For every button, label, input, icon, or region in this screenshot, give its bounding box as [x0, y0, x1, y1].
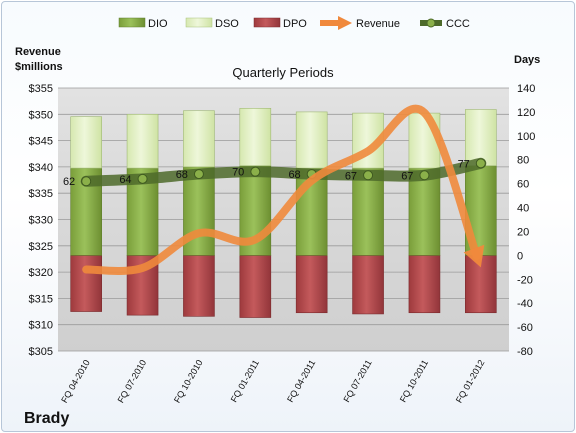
ccc-marker	[475, 158, 486, 169]
bars-layer	[70, 108, 497, 318]
bar-dso	[70, 116, 102, 169]
right-tick-label: 120	[517, 107, 535, 119]
bar-dso	[465, 109, 497, 167]
ccc-data-label: 62	[63, 176, 75, 188]
legend-revenue-arrowhead	[338, 16, 352, 30]
left-axis-label-line2: $millions	[15, 61, 63, 73]
right-tick-label: 20	[517, 226, 529, 238]
chart-title: Quarterly Periods	[232, 65, 334, 80]
left-tick-label: $315	[29, 293, 53, 305]
category-label: FQ 01-2012	[454, 358, 487, 405]
legend-label-dpo: DPO	[283, 18, 307, 30]
category-label: FQ 07-2011	[341, 358, 373, 404]
left-tick-label: $305	[29, 346, 53, 358]
ccc-marker	[363, 170, 374, 181]
legend-swatch-dio	[118, 17, 146, 28]
legend: DIO DSO DPO Revenue CCC	[118, 16, 470, 30]
right-tick-label: 100	[517, 131, 535, 143]
left-tick-label: $320	[29, 267, 53, 279]
right-tick-label: 140	[517, 83, 535, 95]
bar-dio	[408, 167, 441, 256]
bar-dpo	[295, 255, 328, 314]
legend-swatch-dso	[185, 17, 213, 28]
right-tick-label: 0	[517, 250, 523, 262]
legend-label-revenue: Revenue	[356, 18, 400, 30]
ccc-marker	[419, 170, 430, 181]
left-tick-label: $310	[29, 320, 53, 332]
ccc-data-label: 67	[401, 170, 413, 182]
ccc-data-label: 68	[288, 169, 300, 181]
bar-dso	[295, 111, 328, 169]
right-tick-label: -60	[517, 322, 533, 334]
legend-label-dio: DIO	[148, 18, 168, 30]
revenue-line	[82, 104, 481, 275]
bar-dpo	[183, 255, 215, 317]
category-label: FQ 10-2010	[172, 358, 205, 405]
ccc-marker	[193, 169, 204, 180]
ccc-data-label: 68	[176, 169, 188, 181]
bar-dso	[183, 110, 215, 168]
left-tick-label: $335	[29, 188, 53, 200]
left-tick-label: $340	[29, 162, 53, 174]
bar-dso	[126, 114, 159, 169]
bar-dso	[408, 112, 441, 169]
right-tick-label: 40	[517, 203, 529, 215]
ccc-data-label: 77	[458, 158, 470, 170]
bar-dpo	[408, 255, 441, 314]
right-tick-label: -20	[517, 274, 533, 286]
ccc-data-label: 64	[119, 174, 131, 186]
category-label: FQ 01-2011	[229, 358, 261, 404]
ccc-marker	[250, 166, 261, 177]
ccc-marker	[81, 176, 92, 187]
category-label: FQ 04-2010	[59, 358, 92, 405]
left-tick-label: $330	[29, 215, 53, 227]
bar-dpo	[70, 255, 102, 312]
ccc-data-label: 67	[345, 170, 357, 182]
bar-dso	[239, 108, 272, 167]
left-tick-label: $355	[29, 83, 53, 95]
left-tick-label: $350	[29, 109, 53, 121]
bar-dio	[352, 167, 384, 256]
category-label: FQ 07-2010	[116, 358, 149, 405]
bar-dpo	[239, 255, 272, 318]
left-tick-label: $325	[29, 241, 53, 253]
left-tick-label: $345	[29, 136, 53, 148]
legend-ccc-marker	[426, 18, 436, 28]
right-tick-label: -40	[517, 298, 533, 310]
revenue-arrowhead	[463, 244, 485, 268]
right-tick-label: -80	[517, 346, 533, 358]
ccc-marker	[137, 173, 148, 184]
company-name: Brady	[24, 410, 69, 427]
category-label: FQ 10-2011	[398, 358, 430, 404]
right-tick-label: 60	[517, 179, 529, 191]
legend-label-ccc: CCC	[446, 18, 470, 30]
lines-layer: 62 64 68 70 68 67 67 77	[63, 104, 487, 275]
category-label: FQ 04-2011	[285, 358, 317, 404]
right-axis-label: Days	[514, 54, 540, 66]
right-tick-label: 80	[517, 155, 529, 167]
bar-dpo	[352, 255, 384, 315]
ccc-data-label: 70	[232, 167, 244, 179]
left-axis-label-line1: Revenue	[15, 46, 61, 58]
legend-swatch-dpo	[253, 17, 281, 28]
legend-label-dso: DSO	[215, 18, 239, 30]
